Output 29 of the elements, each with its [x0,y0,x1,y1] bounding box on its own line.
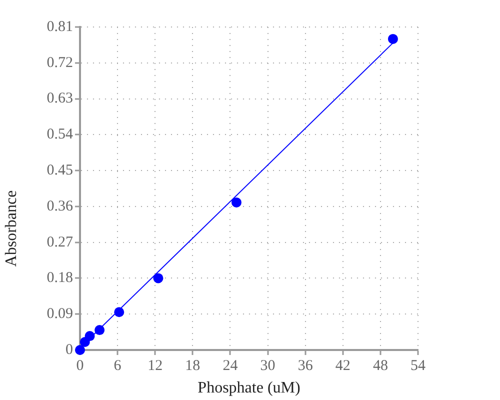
y-tick-label: 0.45 [46,162,73,178]
point [388,34,398,44]
x-tick-label: 12 [148,358,163,374]
x-tick-label: 30 [260,358,276,374]
point [114,307,124,318]
x-tick-label: 48 [372,358,388,374]
y-tick-label: 0.72 [46,54,73,71]
x-tick-label: 54 [410,358,426,374]
x-tick-label: 6 [114,358,122,374]
y-tick-label: 0.81 [46,18,73,35]
x-tick-label: 18 [185,358,200,374]
x-tick-label: 36 [298,358,314,374]
point [75,345,85,355]
y-tick-label: 0.54 [46,126,74,143]
point [84,331,95,342]
y-tick-label: 0.27 [46,234,74,250]
point [94,325,105,336]
y-tick-label: 0.09 [46,306,73,322]
point [153,273,164,284]
y-tick-label: 0.18 [46,270,73,286]
point [231,197,242,208]
y-tick-label: 0.63 [46,90,73,107]
y-axis-title: Absorbance [3,190,20,267]
x-axis-title: Phosphate (uM) [198,380,300,397]
y-tick-label: 0 [66,342,73,358]
x-tick-label: 0 [76,358,84,374]
x-tick-label: 24 [222,358,238,374]
y-tick-label: 0.36 [46,198,74,214]
x-tick-label: 42 [335,358,350,374]
